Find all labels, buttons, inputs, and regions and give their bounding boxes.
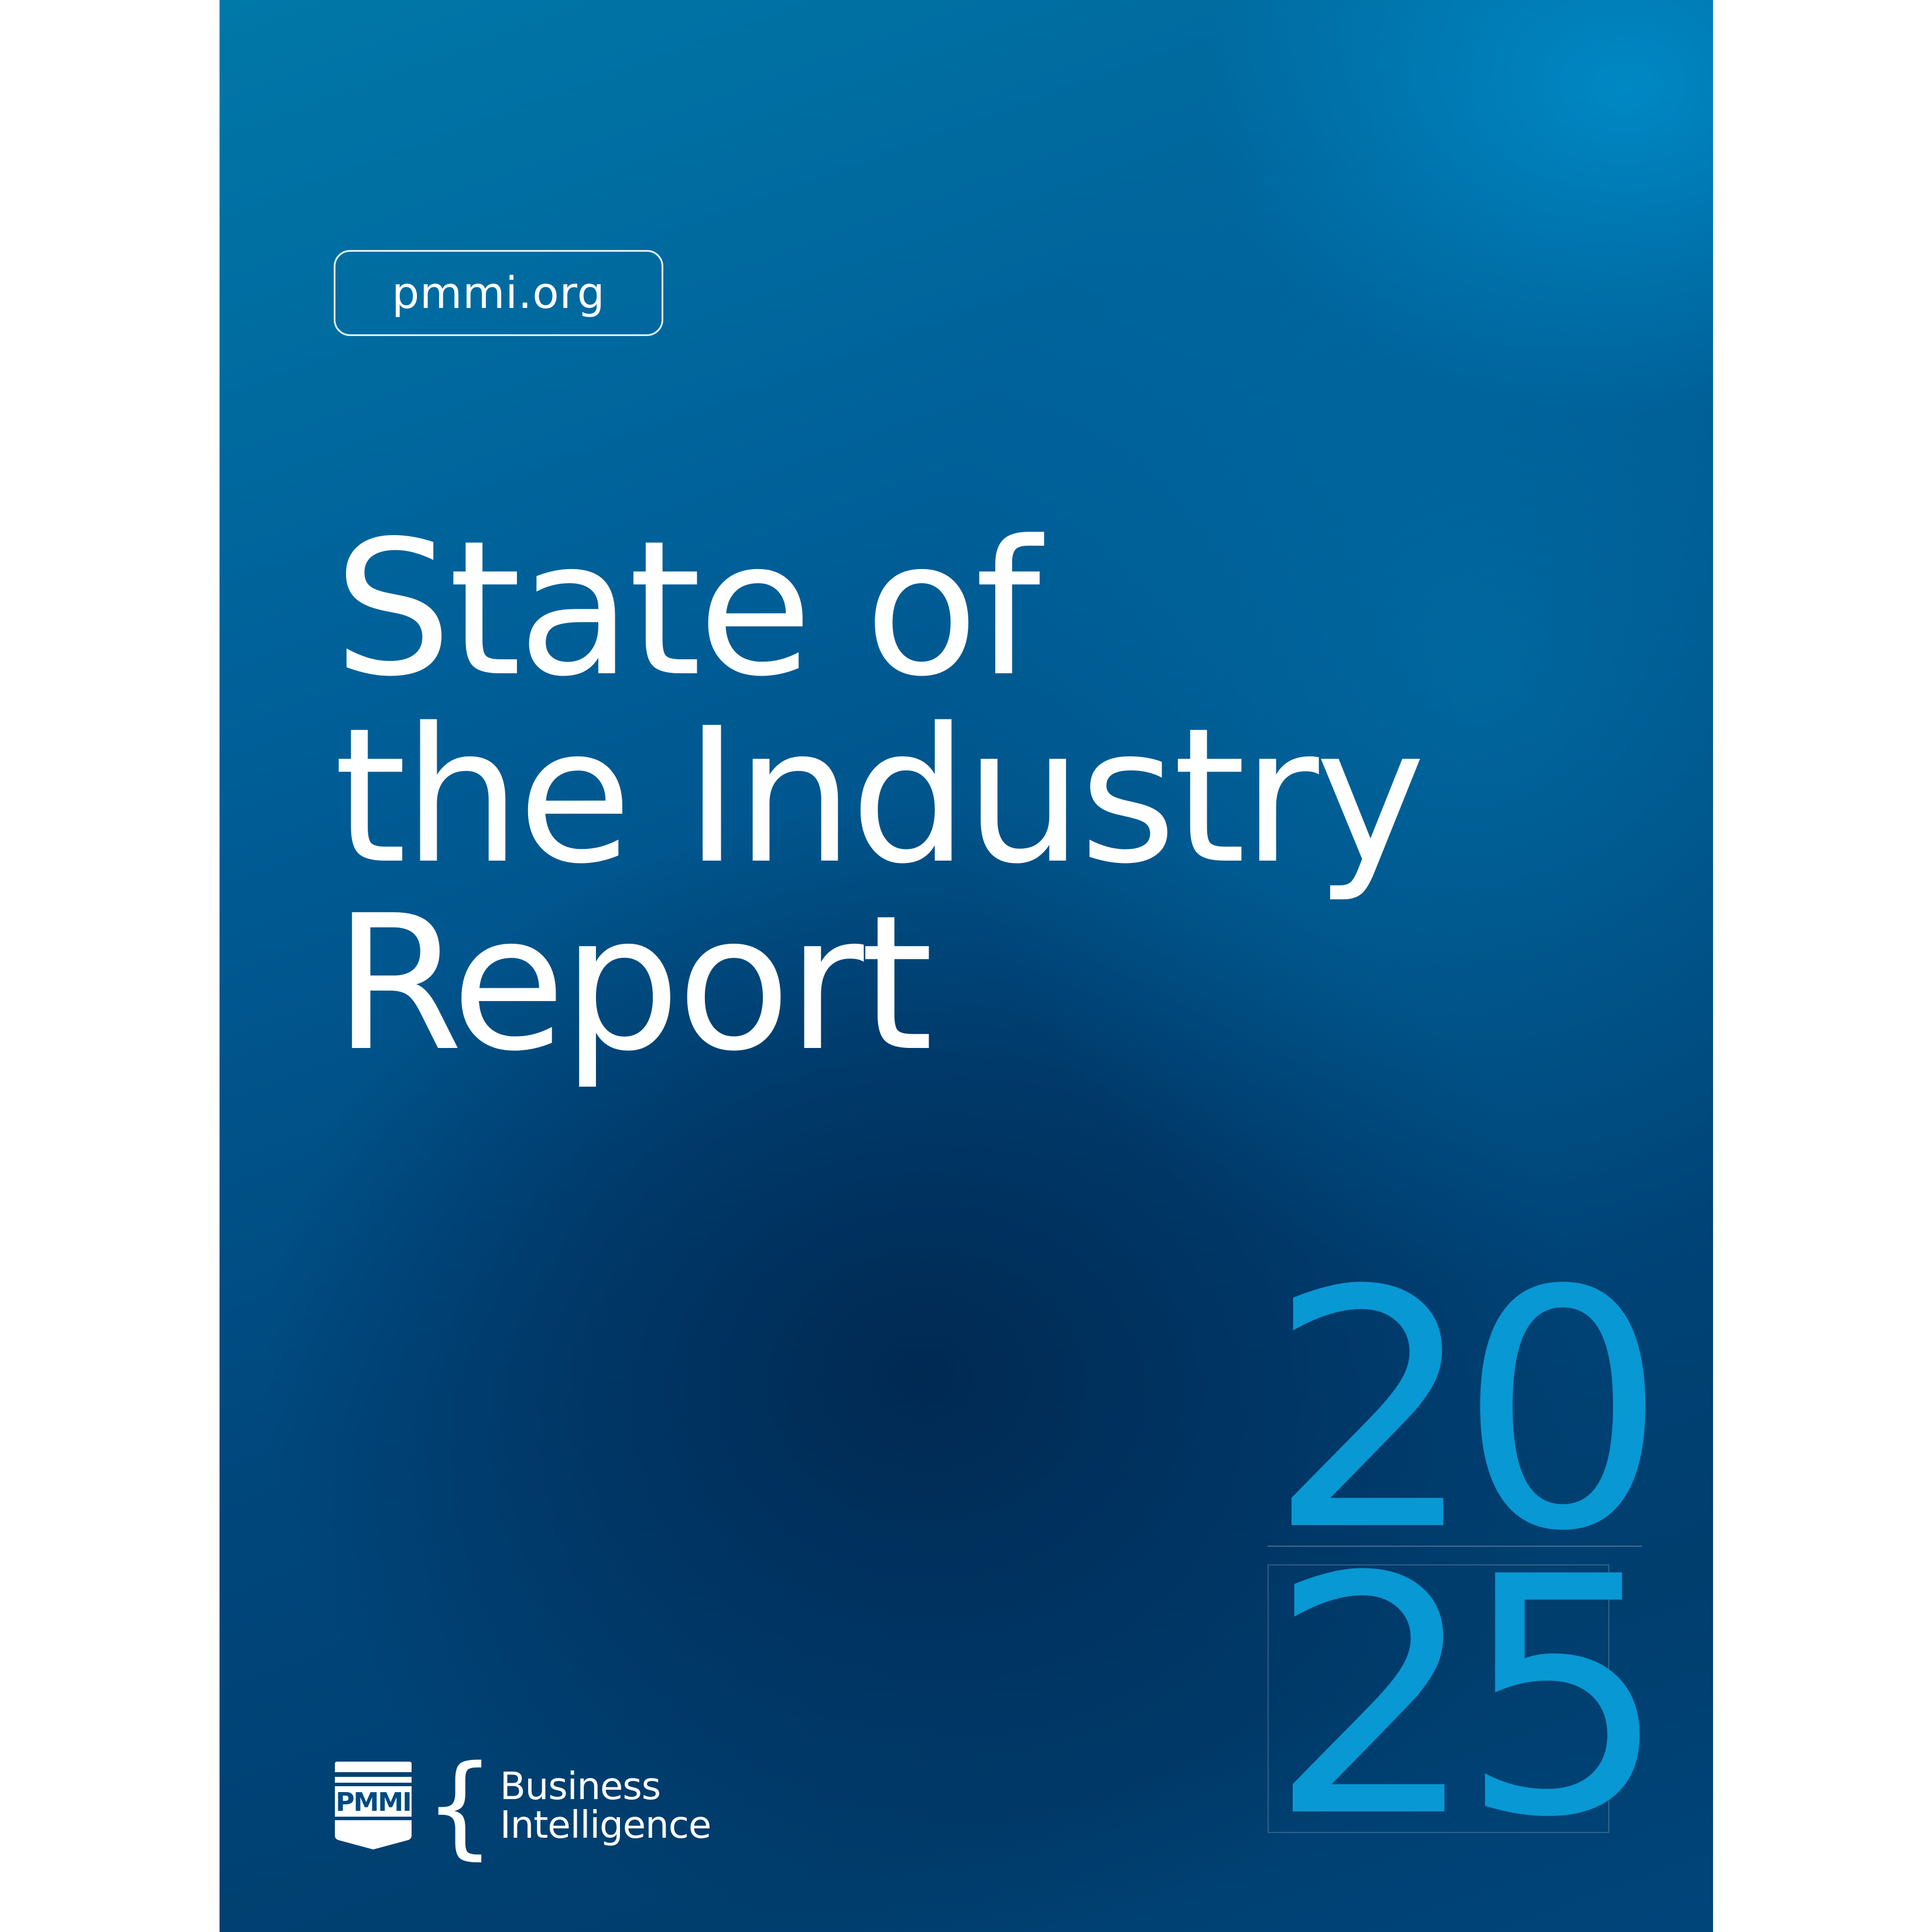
title-line-2: the Industry bbox=[334, 688, 1426, 905]
year-bottom-digits: 25 bbox=[1268, 1508, 1669, 1889]
report-title: State of the Industry Report bbox=[334, 501, 1426, 1092]
report-cover: pmmi.org State of the Industry Report 20… bbox=[220, 0, 1713, 1932]
brace-divider: { bbox=[424, 1741, 495, 1871]
pmmi-mark-text: PMMI bbox=[335, 1787, 410, 1817]
report-year: 20 25 bbox=[1268, 1221, 1669, 1889]
division-line-2: Intelligence bbox=[499, 1804, 711, 1847]
title-line-1: State of bbox=[334, 501, 1040, 717]
division-line-1: Business bbox=[499, 1765, 661, 1808]
pmmi-shield-icon: PMMI bbox=[335, 1762, 412, 1849]
website-url-badge[interactable]: pmmi.org bbox=[334, 250, 663, 336]
division-name: Business Intelligence bbox=[500, 1767, 711, 1845]
title-line-3: Report bbox=[334, 875, 933, 1092]
pmmi-business-intelligence-logo: PMMI { Business Intelligence bbox=[334, 1741, 711, 1871]
year-top-digits: 20 bbox=[1268, 1221, 1667, 1603]
